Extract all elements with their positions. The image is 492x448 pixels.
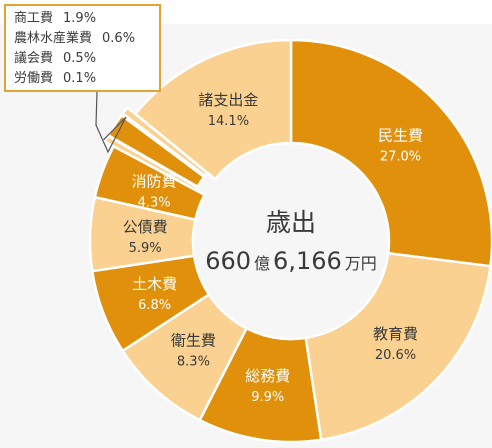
slice-value-label: 6.8%	[138, 298, 171, 313]
callout-item-value: 0.1%	[63, 71, 97, 86]
slice-name-label: 衛生費	[171, 332, 216, 350]
slice-value-label: 20.6%	[375, 348, 416, 363]
slice-name-label: 消防費	[132, 172, 177, 190]
center-total-part: 660	[205, 247, 251, 275]
slice-name-label: 民生費	[378, 126, 423, 144]
slice-name-label: 公債費	[123, 218, 168, 236]
slice-value-label: 4.3%	[138, 195, 171, 210]
callout-item-value: 0.6%	[102, 31, 136, 46]
callout-item-name: 農林水産業費	[14, 31, 93, 46]
donut-slice	[304, 252, 492, 441]
callout-item: 議会費 0.5%	[14, 49, 159, 69]
small-items-callout: 商工費 1.9% 農林水産業費 0.6% 議会費 0.5% 労働費 0.1%	[4, 4, 161, 92]
slice-value-label: 14.1%	[208, 114, 249, 129]
center-total: 660 億 6,166 万円	[205, 247, 377, 275]
callout-item-name: 商工費	[14, 11, 54, 26]
slice-value-label: 9.9%	[251, 390, 284, 405]
slice-value-label: 5.9%	[129, 241, 162, 256]
callout-item: 労働費 0.1%	[14, 69, 159, 89]
callout-item-name: 労働費	[14, 71, 54, 86]
callout-connector	[95, 91, 127, 154]
center-total-part: 万円	[345, 254, 377, 273]
callout-item: 商工費 1.9%	[14, 9, 159, 29]
center-total-part: 6,166	[273, 247, 342, 275]
slice-value-label: 8.3%	[177, 355, 210, 370]
slice-name-label: 教育費	[373, 325, 418, 343]
slice-name-label: 諸支出金	[198, 91, 258, 109]
donut-slice	[134, 38, 293, 181]
slice-name-label: 土木費	[132, 275, 177, 293]
center-title: 歳出	[266, 208, 316, 237]
callout-item: 農林水産業費 0.6%	[14, 29, 159, 49]
slice-value-label: 27.0%	[380, 149, 421, 164]
slice-name-label: 総務費	[245, 367, 290, 385]
callout-item-name: 議会費	[14, 51, 54, 66]
callout-item-value: 0.5%	[63, 51, 97, 66]
callout-item-value: 1.9%	[63, 11, 97, 26]
center-total-part: 億	[254, 254, 270, 273]
